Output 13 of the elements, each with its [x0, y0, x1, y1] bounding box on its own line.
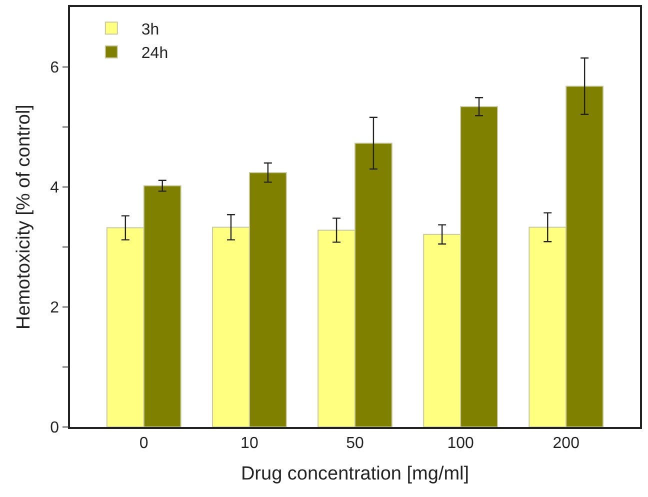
y-tick-label: 4 — [50, 180, 60, 197]
x-tick-label: 10 — [240, 434, 258, 452]
y-tick-label: 0 — [50, 420, 60, 437]
y-axis-title: Hemotoxicity [% of control] — [13, 104, 34, 330]
x-tick-label: 0 — [139, 434, 148, 452]
y-tick-label: 2 — [50, 300, 60, 317]
x-tick-label: 100 — [447, 434, 474, 452]
y-tick-label: 6 — [50, 60, 60, 77]
legend-label: 24h — [141, 45, 168, 62]
x-axis-title: Drug concentration [mg/ml] — [240, 463, 470, 484]
x-tick-label: 200 — [552, 434, 580, 452]
legend-label: 3h — [141, 21, 160, 38]
x-tick-label: 50 — [346, 434, 364, 452]
